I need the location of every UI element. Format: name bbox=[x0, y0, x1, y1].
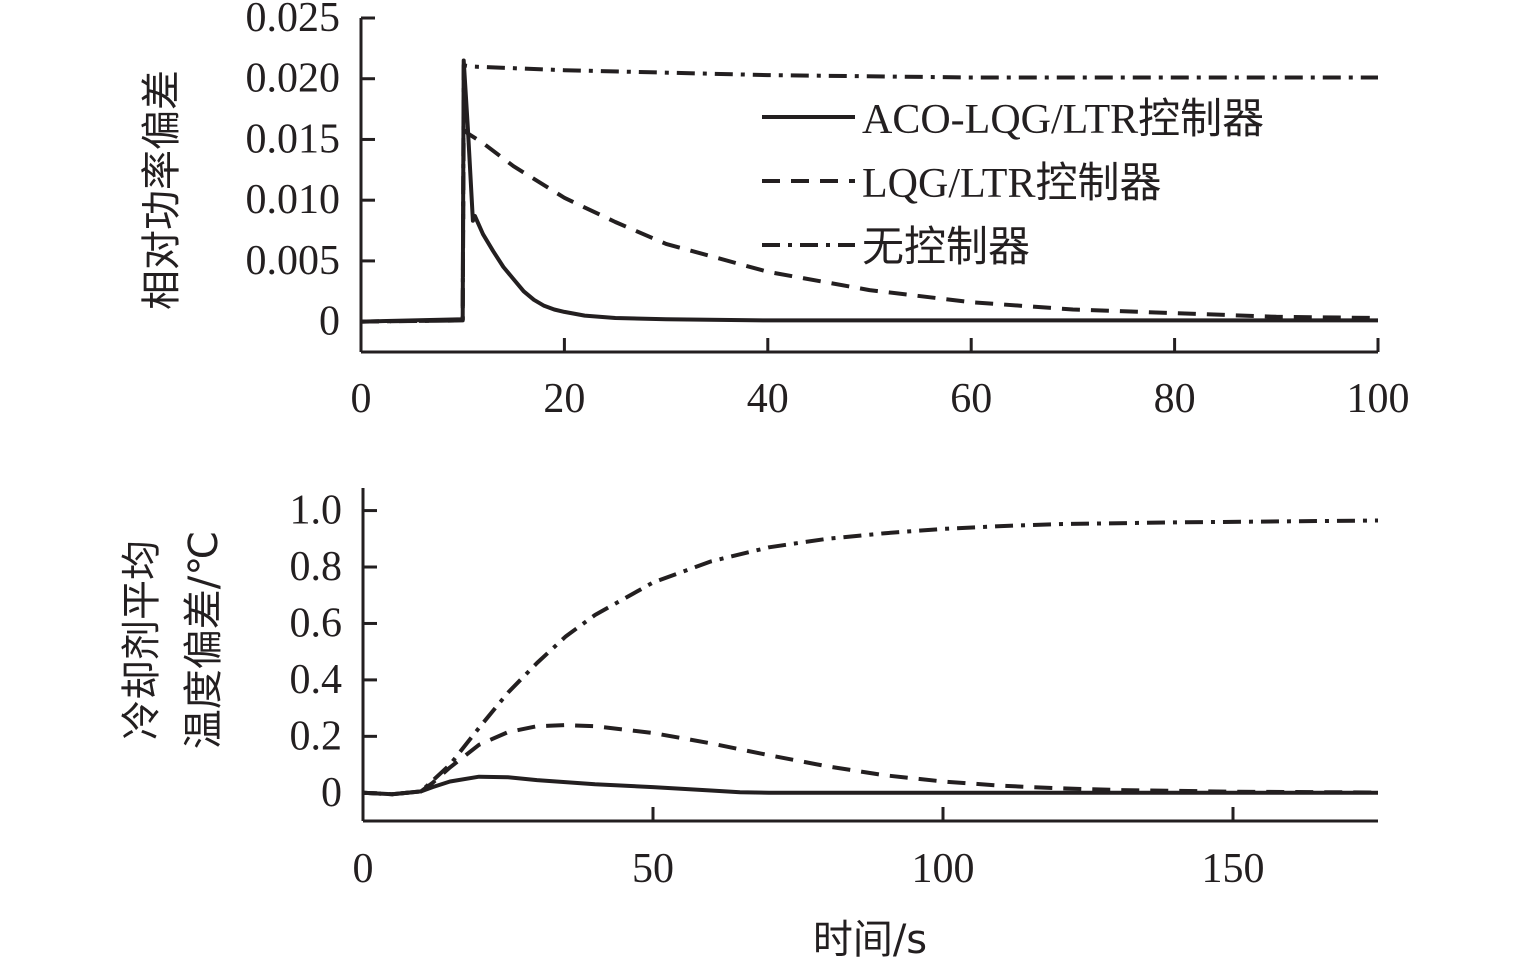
power-deviation-y-tick-label: 0.020 bbox=[246, 56, 341, 102]
coolant-temperature-y-axis-title-line-2: 温度偏差/℃ bbox=[181, 531, 227, 749]
coolant-temperature-y-tick-label: 0 bbox=[321, 770, 342, 816]
power-deviation-ticks: 0 20 40 60 80 100 0 0.005 0.010 0.015 0.020 0.025 bbox=[246, 0, 1410, 422]
coolant-temperature-y-tick-label: 0.4 bbox=[290, 657, 343, 703]
power-deviation-series-no-controller bbox=[360, 63, 1378, 324]
coolant-temperature-y-tick-label: 0.2 bbox=[290, 713, 343, 759]
coolant-temperature-x-tick-label: 0 bbox=[353, 846, 374, 892]
power-deviation-y-tick-label: 0 bbox=[319, 299, 340, 345]
power-deviation-series bbox=[360, 58, 1379, 324]
power-deviation-y-axis-title: 相对功率偏差 bbox=[139, 70, 185, 310]
power-deviation-panel: 0 20 40 60 80 100 0 0.005 0.010 0.015 0.020 0.025 相… bbox=[139, 0, 1410, 422]
legend-item-lqg-ltr: LQG/LTR控制器 bbox=[762, 161, 1161, 207]
legend-item-no-controller: 无控制器 bbox=[762, 225, 1030, 271]
coolant-temperature-y-tick-label: 0.8 bbox=[290, 544, 343, 590]
coolant-temperature-series-lqg-ltr bbox=[362, 723, 1379, 797]
coolant-temperature-series bbox=[362, 518, 1379, 797]
legend-label-aco-lqg-ltr: ACO-LQG/LTR控制器 bbox=[862, 97, 1264, 143]
coolant-temperature-ticks: 0 50 100 150 0 0.2 0.4 0.6 0.8 1.0 bbox=[290, 488, 1265, 892]
coolant-temperature-x-tick-label: 150 bbox=[1202, 846, 1265, 892]
coolant-temperature-y-tick-label: 0.6 bbox=[290, 600, 343, 646]
power-deviation-y-tick-label: 0.005 bbox=[246, 238, 341, 284]
power-deviation-x-tick-label: 60 bbox=[950, 376, 992, 422]
legend-item-aco-lqg-ltr: ACO-LQG/LTR控制器 bbox=[762, 97, 1264, 143]
coolant-temperature-x-tick-label: 100 bbox=[912, 846, 975, 892]
legend-label-no-controller: 无控制器 bbox=[862, 225, 1030, 271]
coolant-temperature-panel: 0 50 100 150 0 0.2 0.4 0.6 0.8 1.0 冷却剂平均 温度偏差/℃ 时… bbox=[119, 488, 1379, 963]
power-deviation-x-tick-label: 100 bbox=[1347, 376, 1410, 422]
coolant-temperature-y-tick-label: 1.0 bbox=[290, 488, 343, 534]
coolant-temperature-x-axis-title: 时间/s bbox=[813, 917, 927, 963]
legend-label-lqg-ltr: LQG/LTR控制器 bbox=[862, 161, 1161, 207]
power-deviation-x-tick-label: 40 bbox=[747, 376, 789, 422]
power-deviation-series-lqg-ltr bbox=[360, 127, 1379, 324]
power-deviation-series-aco-lqg-ltr bbox=[360, 58, 1378, 324]
coolant-temperature-x-tick-label: 50 bbox=[632, 846, 674, 892]
legend: ACO-LQG/LTR控制器 LQG/LTR控制器 无控制器 bbox=[762, 97, 1264, 271]
power-deviation-x-tick-label: 80 bbox=[1154, 376, 1196, 422]
power-deviation-y-tick-label: 0.010 bbox=[246, 177, 341, 223]
power-deviation-x-tick-label: 0 bbox=[351, 376, 372, 422]
power-deviation-y-tick-label: 0.025 bbox=[246, 0, 341, 41]
coolant-temperature-y-axis-title-line-1: 冷却剂平均 bbox=[119, 540, 165, 740]
power-deviation-x-tick-label: 20 bbox=[543, 376, 585, 422]
power-deviation-y-tick-label: 0.015 bbox=[246, 116, 341, 162]
coolant-temperature-series-no-controller bbox=[362, 518, 1379, 797]
